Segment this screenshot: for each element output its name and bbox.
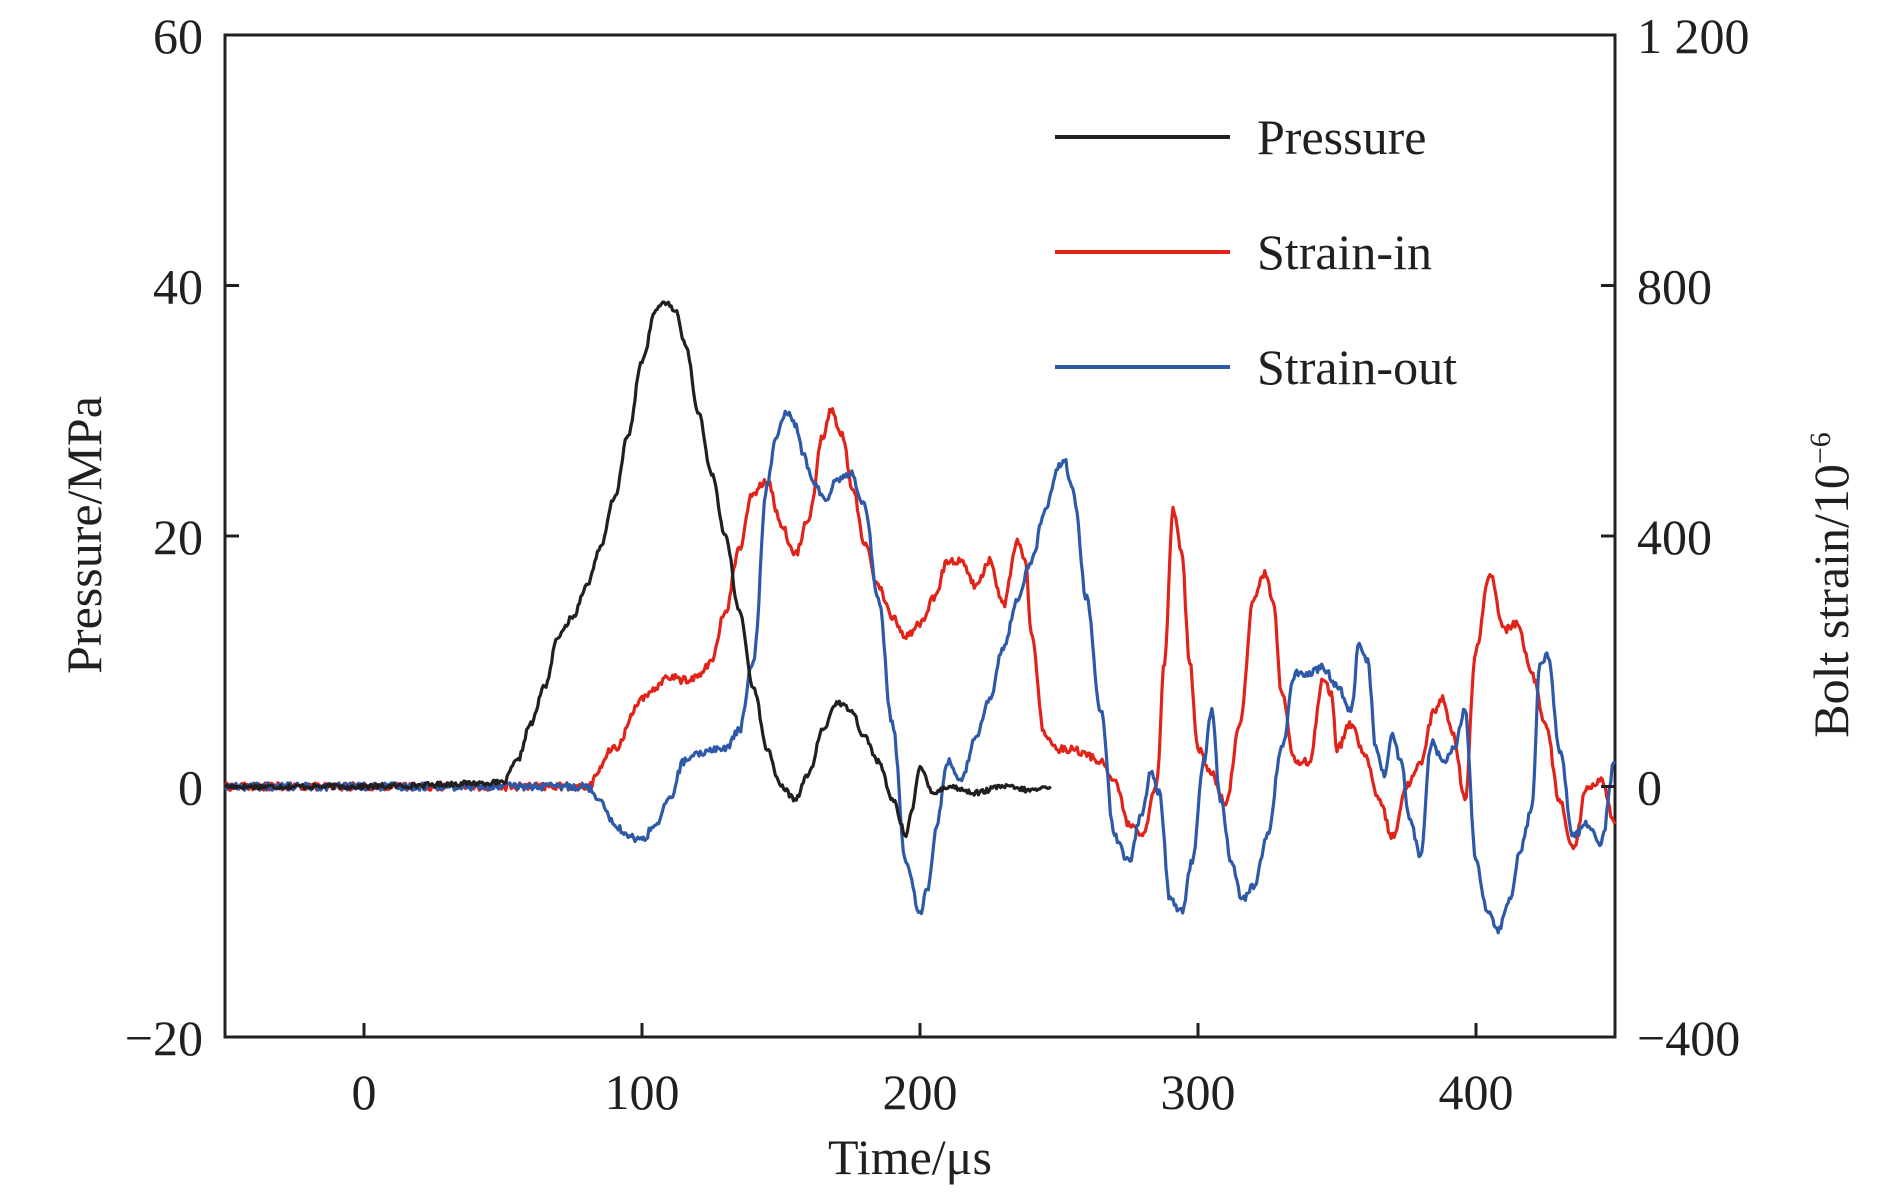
- y-tick-label: 60: [153, 8, 203, 64]
- plot-frame: [223, 33, 1617, 1039]
- series-layer: [223, 300, 1617, 935]
- y-tick-label: 20: [153, 509, 203, 565]
- ticks-layer: [225, 33, 1615, 1039]
- y2-axis-title-text: Bolt strain/10: [1803, 464, 1859, 738]
- legend-label-strain-out: Strain-out: [1257, 339, 1457, 395]
- series-line-strain-out: [223, 409, 1617, 935]
- y2-tick-label: 800: [1637, 259, 1712, 315]
- y2-axis-title: Bolt strain/10−6: [1803, 432, 1859, 738]
- x-axis-title: Time/μs: [828, 1129, 992, 1185]
- series-line-strain-in: [223, 407, 1617, 851]
- y-tick-label: −20: [125, 1010, 203, 1066]
- y-axis-title: Pressure/MPa: [56, 396, 112, 674]
- x-tick-label: 100: [605, 1064, 680, 1120]
- y-tick-label: 40: [153, 259, 203, 315]
- labels-layer: 0 100 200 300 400 −20 0 20 40 60 −400 0 400 800 1 200: [125, 8, 1750, 1120]
- legend: Pressure Strain-in Strain-out: [1055, 109, 1457, 395]
- y2-tick-label: −400: [1637, 1010, 1740, 1066]
- x-tick-label: 0: [352, 1064, 377, 1120]
- plot-area: [223, 33, 1617, 1039]
- legend-label-pressure: Pressure: [1257, 109, 1426, 165]
- y2-axis-title-exponent: −6: [1804, 432, 1837, 464]
- x-tick-label: 300: [1161, 1064, 1236, 1120]
- y-tick-label: 0: [178, 760, 203, 816]
- y2-tick-label: 1 200: [1637, 8, 1750, 64]
- legend-label-strain-in: Strain-in: [1257, 224, 1432, 280]
- x-tick-label: 200: [883, 1064, 958, 1120]
- series-line-pressure: [223, 300, 1052, 839]
- x-tick-label: 400: [1439, 1064, 1514, 1120]
- y2-tick-label: 0: [1637, 760, 1662, 816]
- y2-tick-label: 400: [1637, 509, 1712, 565]
